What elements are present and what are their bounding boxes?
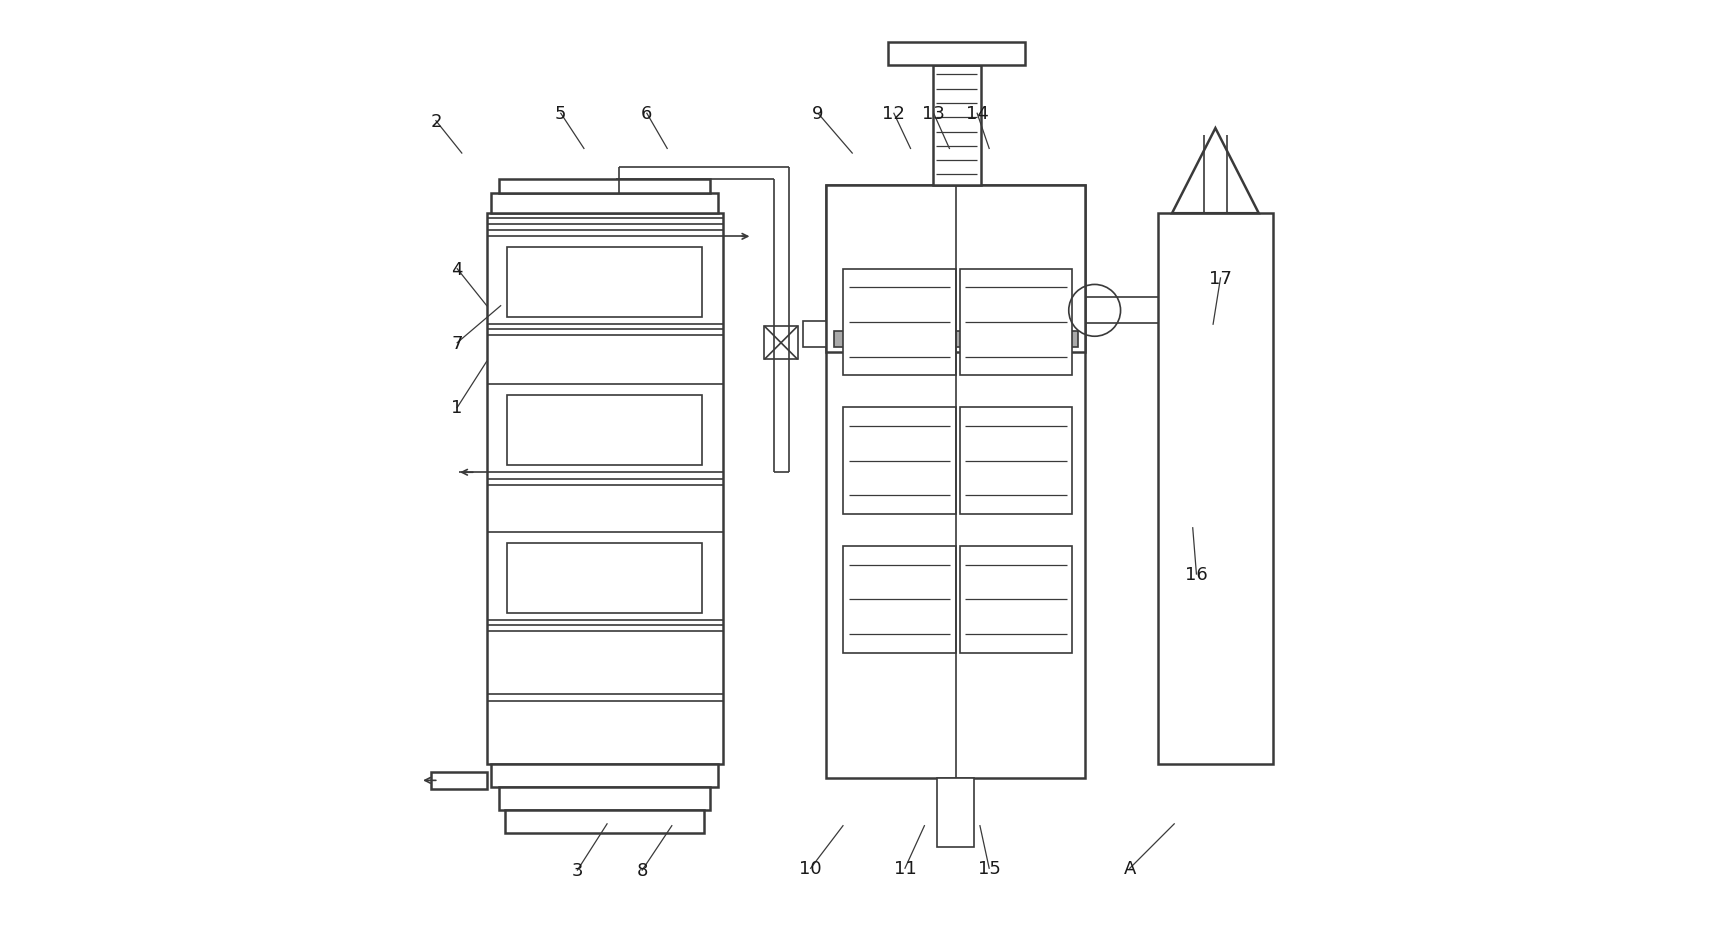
Bar [491, 764, 718, 787]
Bar [937, 778, 975, 847]
Text: 10: 10 [799, 859, 822, 877]
Bar [843, 270, 956, 375]
Bar [843, 547, 956, 653]
Bar [843, 408, 956, 514]
Bar [827, 186, 1085, 352]
Text: 11: 11 [894, 859, 917, 877]
Bar [491, 194, 718, 214]
Bar [960, 547, 1072, 653]
Text: 14: 14 [965, 105, 989, 123]
Bar [431, 772, 488, 789]
Bar [500, 180, 710, 194]
Text: 15: 15 [977, 859, 1001, 877]
Text: 1: 1 [451, 399, 463, 417]
Bar [507, 544, 703, 614]
Text: 4: 4 [451, 260, 463, 278]
Bar [500, 787, 710, 810]
Bar [507, 248, 703, 317]
Text: 13: 13 [922, 105, 946, 123]
Text: A: A [1123, 859, 1135, 877]
Bar [834, 331, 1079, 348]
Text: 6: 6 [641, 105, 653, 123]
Bar [889, 43, 1025, 66]
Text: 12: 12 [882, 105, 905, 123]
Text: 8: 8 [636, 861, 648, 879]
Bar [960, 408, 1072, 514]
Bar [765, 326, 798, 360]
Text: 7: 7 [451, 335, 463, 352]
Bar [827, 186, 1085, 778]
Text: 17: 17 [1210, 270, 1232, 287]
Text: 3: 3 [572, 861, 582, 879]
Bar [505, 810, 705, 833]
Bar [488, 214, 722, 764]
Text: 2: 2 [431, 112, 441, 131]
Bar [1158, 214, 1273, 764]
Text: 16: 16 [1185, 565, 1208, 583]
Bar [803, 322, 827, 348]
Text: 9: 9 [812, 105, 824, 123]
Bar [507, 396, 703, 465]
Bar [932, 66, 980, 186]
Bar [960, 270, 1072, 375]
Text: 5: 5 [555, 105, 567, 123]
